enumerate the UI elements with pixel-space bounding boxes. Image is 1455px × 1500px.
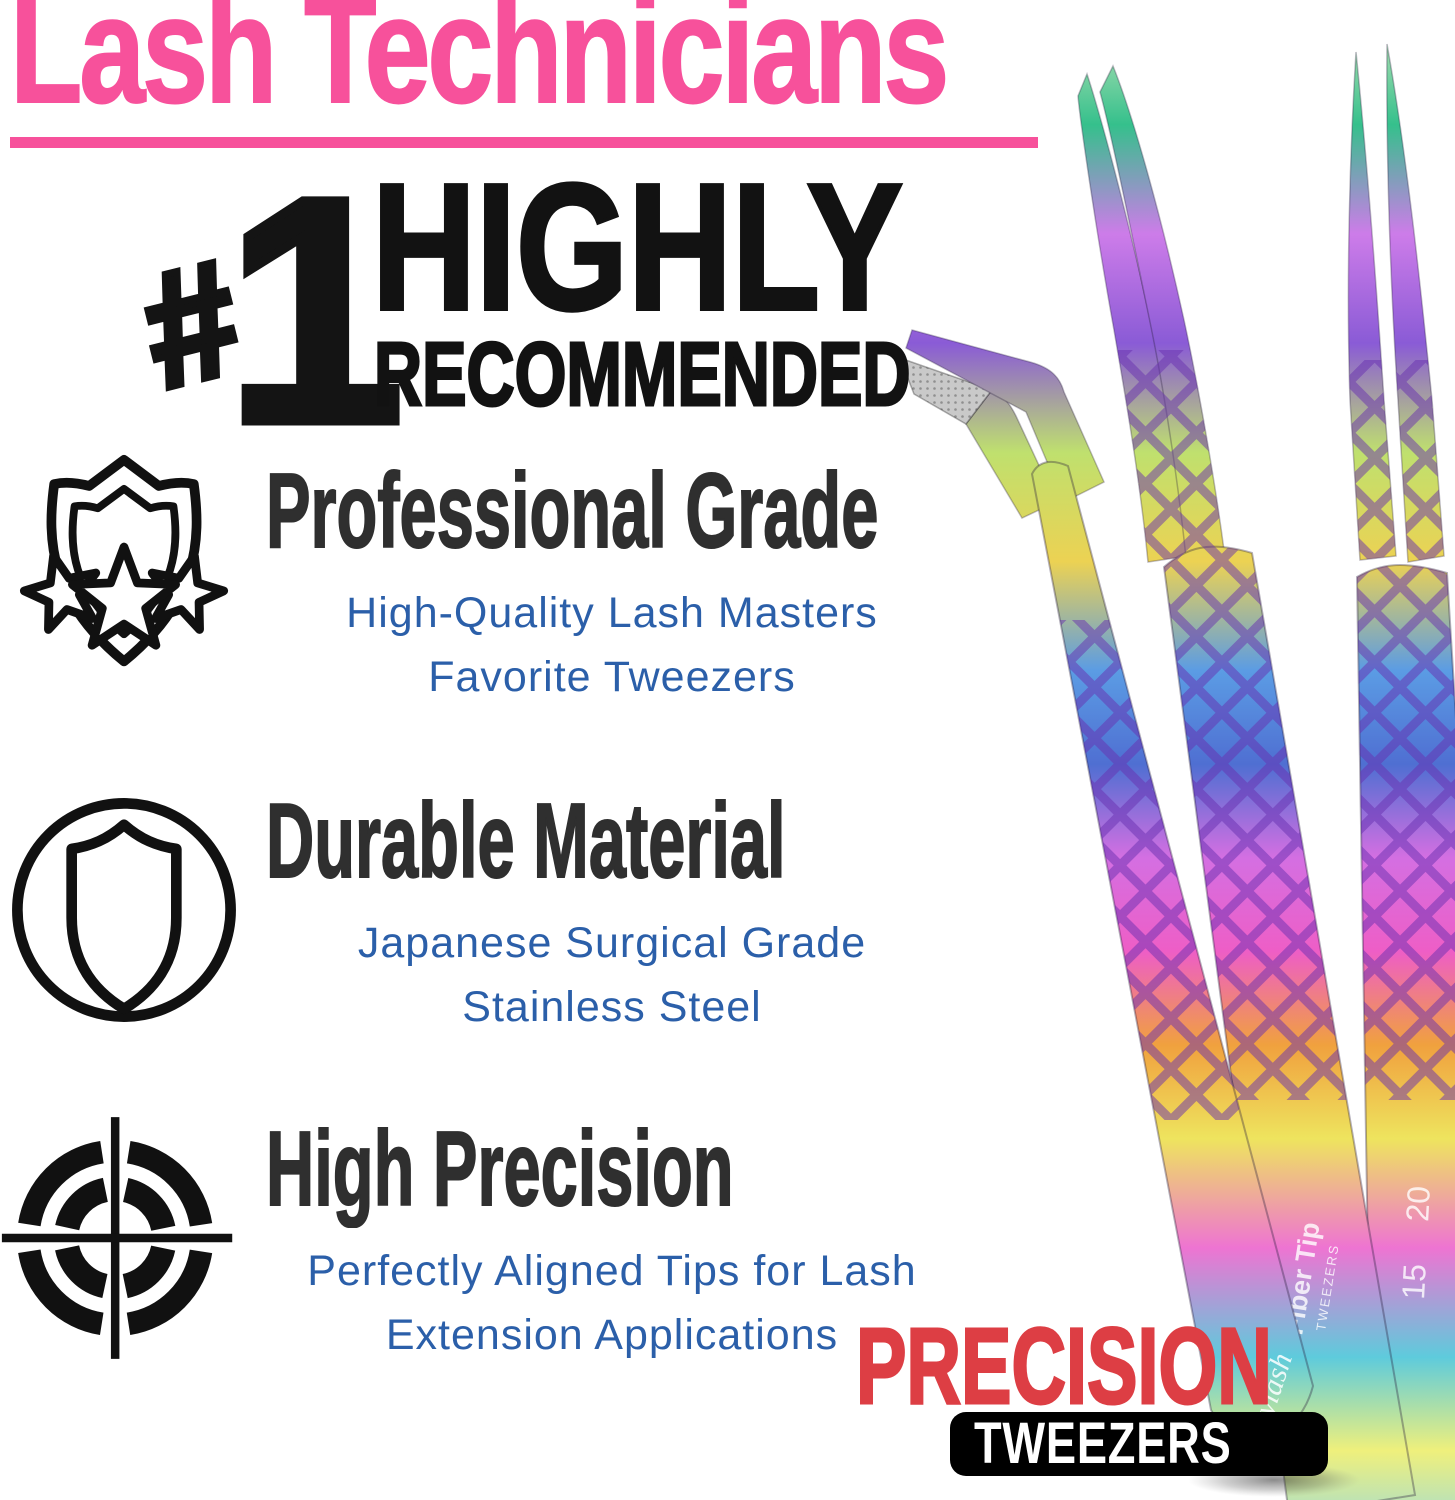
feature-title: Durable Material (265, 782, 786, 900)
tweezer-straight: 15 20 (1347, 43, 1455, 1500)
recommended-label: RECOMMENDED (373, 325, 912, 425)
feature-sub-line2: Favorite Tweezers (428, 653, 796, 702)
tweezers-badge: TWEEZERS (950, 1411, 1329, 1476)
feature-sub-line1: High-Quality Lash Masters (346, 589, 878, 638)
tweezers-badge-label: TWEEZERS (974, 1411, 1232, 1476)
feature-title: High Precision (265, 1110, 734, 1228)
feature-sub-line1: Japanese Surgical Grade (357, 919, 867, 968)
feature-sub-line2: Extension Applications (385, 1311, 839, 1360)
title-underline (10, 137, 1038, 148)
size-engraving-lower: 15 (1395, 1263, 1433, 1300)
feature-title: Professional Grade (265, 452, 879, 570)
feature-sub: Japanese Surgical Grade Stainless Steel (266, 911, 958, 1039)
feature-sub-line1: Perfectly Aligned Tips for Lash (307, 1247, 917, 1296)
size-engraving-upper: 20 (1399, 1185, 1437, 1222)
feature-sub: High-Quality Lash Masters Favorite Tweez… (266, 581, 958, 709)
target-icon (1, 1117, 233, 1359)
feature-sub-line2: Stainless Steel (462, 983, 762, 1032)
highly-label: HIGHLY (370, 147, 904, 348)
feature-sub: Perfectly Aligned Tips for Lash Extensio… (266, 1239, 958, 1367)
mesh-tip (898, 356, 994, 425)
shield-icon (12, 798, 236, 1022)
rank-number: 1 (222, 131, 409, 489)
page-title: Lash Technicians (9, 0, 950, 135)
precision-label: PRECISION (855, 1305, 1273, 1426)
badge-stars-icon (19, 454, 229, 667)
